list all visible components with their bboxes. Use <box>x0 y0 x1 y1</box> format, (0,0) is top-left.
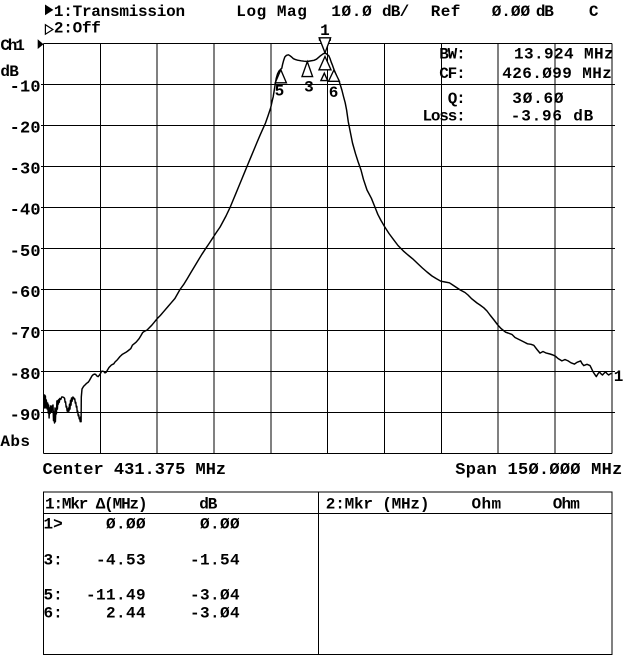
svg-text:-3.Ø4: -3.Ø4 <box>190 605 240 623</box>
svg-text:-60: -60 <box>10 284 41 303</box>
svg-text:-4.53: -4.53 <box>96 551 146 569</box>
svg-text:426.Ø99 MHz: 426.Ø99 MHz <box>502 65 612 83</box>
svg-text:dB: dB <box>199 496 218 514</box>
svg-text:1:Transmission: 1:Transmission <box>54 3 185 21</box>
svg-text:-3.Ø4: -3.Ø4 <box>190 587 240 605</box>
svg-text:BW:: BW: <box>439 46 464 64</box>
svg-text:6: 6 <box>329 84 339 102</box>
svg-text:3: 3 <box>304 79 314 97</box>
svg-text:-3.96 dB: -3.96 dB <box>511 108 594 126</box>
svg-text:Ch1: Ch1 <box>0 37 24 55</box>
svg-text:-90: -90 <box>10 407 41 426</box>
svg-text:Abs: Abs <box>0 433 30 451</box>
svg-text:-1.54: -1.54 <box>190 551 240 569</box>
svg-text:-11.49: -11.49 <box>86 587 146 605</box>
svg-text:1>: 1> <box>44 516 63 534</box>
svg-text:Loss:: Loss: <box>422 108 464 126</box>
svg-text:5:: 5: <box>44 587 63 605</box>
svg-text:Ohm: Ohm <box>553 496 581 514</box>
svg-text:-20: -20 <box>10 120 41 139</box>
svg-text:dB: dB <box>536 3 554 21</box>
svg-text:Ref: Ref <box>431 3 461 21</box>
svg-text:Center 431.375 MHz: Center 431.375 MHz <box>43 461 227 480</box>
svg-text:dB/: dB/ <box>382 3 409 21</box>
svg-text:Q:: Q: <box>448 90 465 108</box>
svg-text:-80: -80 <box>10 366 41 385</box>
svg-text:2:Off: 2:Off <box>54 20 101 38</box>
svg-text:Ø.ØØ: Ø.ØØ <box>492 3 531 21</box>
svg-text:-70: -70 <box>10 325 41 344</box>
svg-text:C: C <box>589 3 599 21</box>
svg-text:Ø.ØØ: Ø.ØØ <box>200 516 240 534</box>
svg-text:5: 5 <box>275 83 285 101</box>
svg-text:dB: dB <box>0 63 19 81</box>
svg-text:1:Mkr Δ(MHz): 1:Mkr Δ(MHz) <box>45 496 146 514</box>
svg-text:Ohm: Ohm <box>472 496 502 514</box>
svg-text:Log Mag: Log Mag <box>236 3 307 21</box>
svg-text:3:: 3: <box>44 551 63 569</box>
svg-text:CF:: CF: <box>439 65 464 83</box>
svg-text:Ø.ØØ: Ø.ØØ <box>106 516 146 534</box>
svg-text:Span 15Ø.ØØØ MHz: Span 15Ø.ØØØ MHz <box>455 461 622 480</box>
svg-text:2:Mkr (MHz): 2:Mkr (MHz) <box>326 496 429 514</box>
svg-text:13.924 MHz: 13.924 MHz <box>514 46 614 64</box>
svg-text:-40: -40 <box>10 202 41 221</box>
svg-text:1: 1 <box>320 22 330 40</box>
svg-text:1: 1 <box>614 368 624 386</box>
svg-text:-10: -10 <box>10 79 41 98</box>
svg-text:2.44: 2.44 <box>106 605 146 623</box>
svg-text:-50: -50 <box>10 243 41 262</box>
svg-text:1Ø.Ø: 1Ø.Ø <box>331 3 372 21</box>
svg-text:3Ø.6Ø: 3Ø.6Ø <box>512 90 564 108</box>
svg-text:6:: 6: <box>44 605 63 623</box>
svg-text:-30: -30 <box>10 161 41 180</box>
